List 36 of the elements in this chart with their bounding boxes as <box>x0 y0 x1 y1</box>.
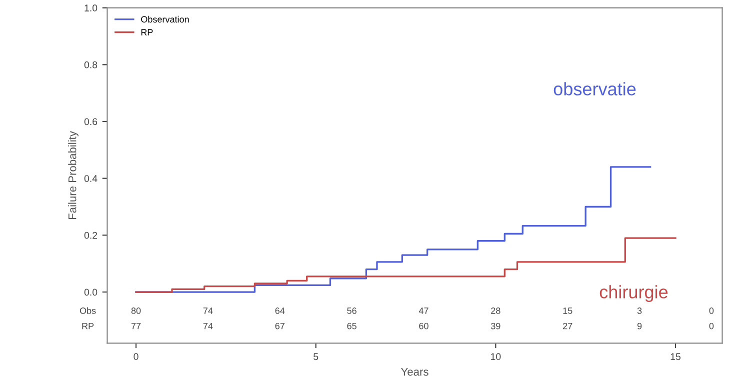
y-tick-label: 0.2 <box>84 232 98 239</box>
annotation: 0 <box>709 308 714 314</box>
annotation: 28 <box>491 308 500 314</box>
text: Obs <box>80 307 96 314</box>
annotation: 0 <box>709 322 714 330</box>
y-axis-title: Failure Probability <box>68 131 78 220</box>
annotation: 39 <box>490 322 500 330</box>
annotation: 3 <box>637 308 642 314</box>
y-tick-label: 0.6 <box>84 118 98 126</box>
annotation: chirurgie <box>600 285 668 302</box>
x-tick-label: 15 <box>670 353 680 360</box>
annotation: 15 <box>563 308 572 314</box>
annotation: 67 <box>275 322 284 330</box>
annotation: 9 <box>637 322 642 330</box>
annotation: 47 <box>418 308 428 314</box>
y-tick-label: 1.0 <box>84 4 98 12</box>
annotation: 74 <box>203 308 213 314</box>
annotation: 27 <box>563 322 572 330</box>
annotation: 77 <box>131 322 141 330</box>
annotation: observatie <box>554 82 636 96</box>
annotation: 64 <box>275 308 285 314</box>
x-tick-label: 0 <box>134 353 138 360</box>
annotation: 65 <box>347 322 356 330</box>
text: RP <box>82 322 94 330</box>
annotation: 80 <box>131 308 141 314</box>
x-tick-label: 10 <box>491 353 501 360</box>
annotation: 56 <box>347 308 356 314</box>
annotation: 74 <box>203 322 213 330</box>
y-tick-label: 0.4 <box>84 175 98 182</box>
legend-label: Observation <box>141 16 189 23</box>
annotation: 60 <box>419 322 428 330</box>
y-tick-label: 0.0 <box>84 288 98 296</box>
x-axis-title: Years <box>400 368 428 376</box>
x-tick-label: 5 <box>314 353 318 360</box>
y-tick-label: 0.8 <box>84 61 98 68</box>
legend-label: RP <box>141 29 153 36</box>
